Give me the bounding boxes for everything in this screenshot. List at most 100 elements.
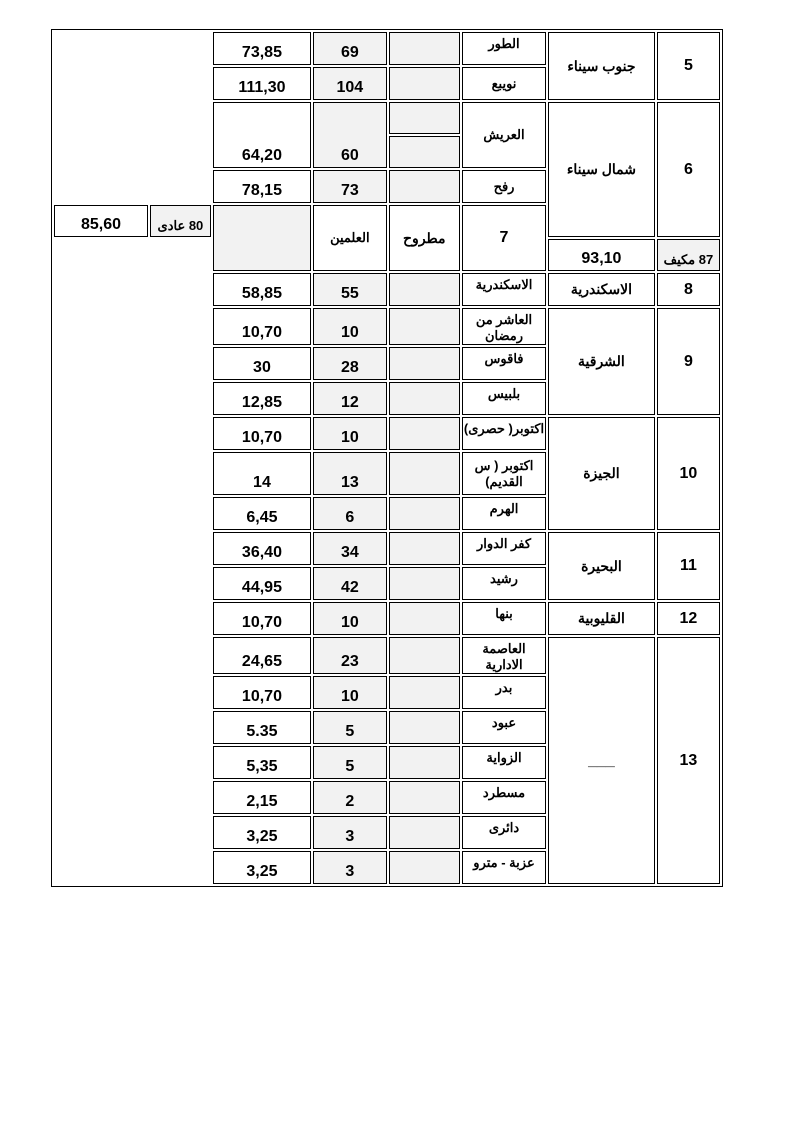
city-cell: اكتوبر ( س القديم) [462,452,547,495]
fare-cell: 13 [313,452,387,495]
row-index: 6 [656,102,720,237]
fare-cell: 3 [313,816,387,849]
city-cell: كفر الدوار [462,532,547,565]
fare-cell: 73 [313,170,387,203]
table-row: فاقوس 28 30 [54,347,720,380]
empty-cell [388,170,460,203]
table-row: 8 الاسكندرية الاسكندرية 55 58,85 [54,273,720,306]
empty-cell [388,781,460,814]
fare-cell: 23 [313,637,387,674]
price-cell: 30 [212,347,312,380]
row-index: 9 [656,308,720,415]
table-row: 10 الجيزة اكتوبر( حصرى) 10 10,70 [54,417,720,530]
governorate-cell: القليوبية [548,602,655,635]
price-cell: 111,30 [212,67,312,100]
empty-cell [388,382,460,415]
empty-cell [388,347,460,380]
city-cell: بدر [462,676,547,709]
price-cell: 5,35 [212,746,312,779]
city-cell: الطور [462,32,547,65]
city-cell: نويبع [462,67,547,100]
table-row: الهرم 6 6,45 [54,497,720,530]
fare-cell: 10 [313,602,387,635]
table-row: دائرى 3 3,25 [54,816,720,849]
price-cell: 10,70 [212,602,312,635]
table-row: نويبع 104 111,30 [54,67,720,100]
city-cell: فاقوس [462,347,547,380]
fare-cell: 69 [313,32,387,65]
table-row: رشيد 42 44,95 [54,567,720,600]
table-row: عبود 5 5.35 [54,711,720,744]
empty-cell [388,67,460,100]
governorate-cell: ___ [548,637,655,884]
empty-cell [388,452,460,495]
price-cell: 64,20 [212,102,312,168]
empty-cell [388,746,460,779]
fare-cell: 104 [313,67,387,100]
fare-cell: 10 [313,308,387,345]
table-row: اكتوبر ( س القديم) 13 14 [54,452,720,495]
table-row: 7 مطروح العلمين 80 عادى 85,60 [54,205,720,271]
price-cell: 10,70 [212,417,312,450]
table-row: 9 الشرقية العاشر من رمضان 10 10,70 [54,308,720,415]
price-cell: 5.35 [212,711,312,744]
price-cell: 24,65 [212,637,312,674]
row-index: 11 [656,532,720,600]
empty-cell [388,567,460,600]
fare-cell: 34 [313,532,387,565]
city-cell: عبود [462,711,547,744]
city-cell: مسطرد [462,781,547,814]
table-row: مسطرد 2 2,15 [54,781,720,814]
price-cell: 44,95 [212,567,312,600]
city-cell: اكتوبر( حصرى) [462,417,547,450]
fare-table: 5 جنوب سيناء الطور 69 73,85 نويبع 104 111,30 6 شم… [51,29,723,887]
fare-cell: 10 [313,417,387,450]
fare-cell: 80 عادى [150,205,211,237]
row-index: 12 [656,602,720,635]
empty-cell [388,851,460,884]
fare-cell: 5 [313,711,387,744]
empty-cell [388,136,460,168]
empty-cell [388,273,460,306]
city-cell: العاشر من رمضان [462,308,547,345]
price-cell: 85,60 [54,205,148,237]
empty-cell [388,102,460,134]
price-cell: 78,15 [212,170,312,203]
empty-cell [388,676,460,709]
empty-cell [388,497,460,530]
city-cell: العريش [462,102,547,168]
price-cell: 3,25 [212,851,312,884]
empty-cell [388,417,460,450]
price-cell: 6,45 [212,497,312,530]
fare-cell: 42 [313,567,387,600]
price-cell: 73,85 [212,32,312,65]
table-row: 87 مكيف 93,10 [54,239,720,271]
fare-cell: 55 [313,273,387,306]
city-cell: عزبة - مترو [462,851,547,884]
city-cell: رشيد [462,567,547,600]
governorate-cell: البحيرة [548,532,655,600]
price-cell: 58,85 [212,273,312,306]
row-index: 7 [462,205,547,271]
fare-cell: 87 مكيف [656,239,720,271]
fare-cell: 28 [313,347,387,380]
governorate-cell: شمال سيناء [548,102,655,237]
city-cell: الهرم [462,497,547,530]
row-index: 10 [656,417,720,530]
fare-cell: 12 [313,382,387,415]
governorate-cell: الاسكندرية [548,273,655,306]
city-cell: العاصمة الادارية [462,637,547,674]
empty-cell [212,205,312,271]
price-cell: 3,25 [212,816,312,849]
empty-cell [388,602,460,635]
governorate-cell: الجيزة [548,417,655,530]
empty-cell [388,711,460,744]
fare-cell: 10 [313,676,387,709]
fare-cell: 6 [313,497,387,530]
price-cell: 36,40 [212,532,312,565]
fare-cell: 2 [313,781,387,814]
empty-cell [388,32,460,65]
price-cell: 14 [212,452,312,495]
table-row: رفح 73 78,15 [54,170,720,203]
governorate-cell: الشرقية [548,308,655,415]
